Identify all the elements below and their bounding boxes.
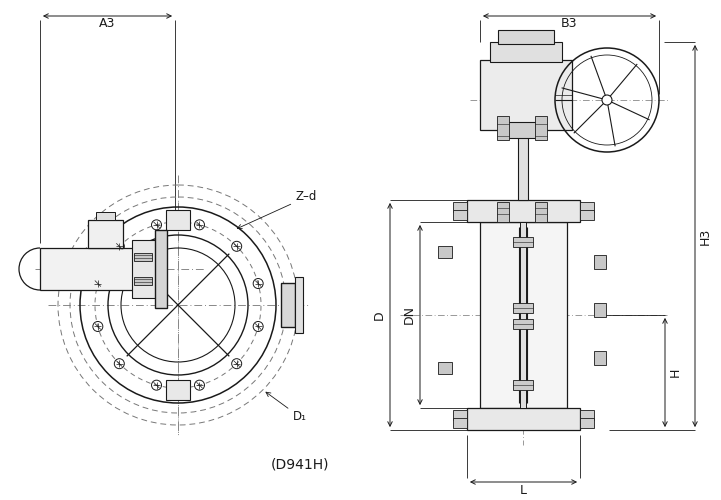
Bar bbox=[580, 210, 594, 220]
Bar bbox=[580, 418, 594, 428]
Bar bbox=[513, 380, 533, 390]
Bar bbox=[438, 362, 452, 374]
Bar bbox=[453, 418, 467, 428]
Bar bbox=[166, 210, 190, 230]
Bar bbox=[438, 246, 452, 258]
Bar bbox=[166, 380, 190, 400]
Bar bbox=[467, 200, 580, 222]
Text: DN: DN bbox=[403, 306, 416, 324]
Bar bbox=[513, 319, 533, 329]
Text: L: L bbox=[520, 484, 527, 497]
Text: H3: H3 bbox=[699, 228, 712, 244]
Bar bbox=[453, 210, 467, 220]
Bar bbox=[134, 277, 152, 285]
Bar bbox=[535, 116, 547, 140]
Text: B3: B3 bbox=[561, 17, 578, 30]
Bar bbox=[580, 410, 594, 420]
Bar bbox=[467, 408, 580, 430]
Text: H: H bbox=[669, 368, 682, 377]
Text: D: D bbox=[373, 310, 386, 320]
Bar bbox=[498, 30, 554, 44]
Bar bbox=[535, 202, 547, 222]
Bar bbox=[295, 277, 303, 333]
Bar bbox=[594, 255, 606, 269]
Bar bbox=[513, 303, 533, 313]
Bar bbox=[513, 237, 533, 247]
Bar bbox=[497, 116, 509, 140]
Bar bbox=[132, 240, 158, 298]
Bar bbox=[453, 202, 467, 212]
Bar bbox=[134, 253, 152, 261]
Text: Z–d: Z–d bbox=[237, 190, 317, 228]
Bar bbox=[96, 212, 115, 220]
Bar bbox=[497, 202, 509, 222]
Text: D₁: D₁ bbox=[266, 392, 307, 424]
Circle shape bbox=[602, 95, 612, 105]
Text: (D941H): (D941H) bbox=[271, 458, 329, 472]
Bar bbox=[594, 351, 606, 365]
Bar bbox=[520, 222, 526, 408]
Bar bbox=[580, 202, 594, 212]
Bar bbox=[518, 130, 528, 200]
Text: A3: A3 bbox=[99, 17, 115, 30]
Bar bbox=[453, 410, 467, 420]
Bar bbox=[594, 303, 606, 317]
Bar bbox=[40, 248, 135, 290]
Bar bbox=[505, 122, 541, 138]
Bar bbox=[155, 230, 167, 308]
Bar bbox=[480, 60, 572, 130]
Bar bbox=[281, 283, 295, 327]
Bar bbox=[480, 222, 567, 408]
Bar bbox=[88, 220, 123, 248]
Bar bbox=[490, 42, 562, 62]
